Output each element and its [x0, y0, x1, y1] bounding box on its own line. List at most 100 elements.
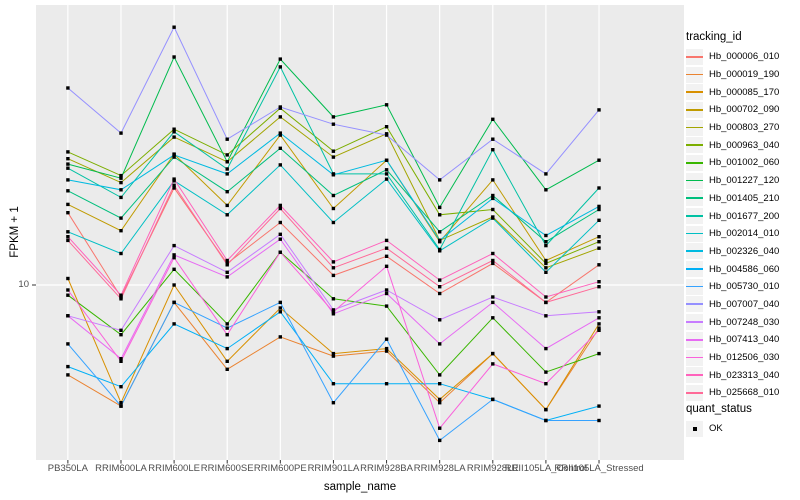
legend-item-Hb_001405_210: Hb_001405_210	[686, 190, 779, 208]
legend-item-label: Hb_001405_210	[709, 192, 780, 204]
data-point	[438, 426, 442, 430]
data-point	[225, 258, 229, 263]
data-point	[172, 155, 176, 159]
data-point	[544, 407, 548, 412]
legend-quant-status: quant_status OK	[686, 403, 752, 438]
data-point	[172, 130, 176, 134]
data-point	[119, 359, 123, 363]
data-point	[119, 295, 123, 299]
data-point	[225, 167, 229, 171]
data-point	[544, 266, 548, 270]
data-point	[172, 283, 176, 287]
data-point	[172, 153, 176, 157]
data-point	[66, 150, 70, 154]
data-point	[278, 65, 282, 69]
legend-key-line	[686, 161, 703, 164]
data-point	[331, 297, 336, 301]
data-point	[278, 237, 282, 241]
legend-key-swatch	[686, 154, 703, 171]
legend-key-line	[686, 303, 703, 306]
legend-key-line	[686, 232, 703, 235]
data-point	[331, 149, 336, 153]
legend-key-swatch	[686, 190, 703, 207]
legend-item-label: Hb_000702_090	[709, 104, 780, 116]
data-point	[544, 295, 548, 299]
x-tick-label-PB350LA: PB350LA	[47, 463, 88, 474]
legend-item-Hb_007413_040: Hb_007413_040	[686, 331, 779, 349]
legend-key-swatch	[686, 261, 703, 278]
data-point	[119, 131, 123, 135]
legend-item-label: Hb_005730_010	[709, 281, 780, 293]
data-point	[278, 146, 282, 150]
data-point	[384, 238, 389, 243]
legend-key-line	[686, 285, 703, 288]
data-point	[225, 367, 229, 371]
data-point	[384, 133, 389, 137]
data-point	[119, 180, 123, 185]
ok-point-icon	[692, 426, 697, 431]
data-point	[66, 166, 70, 170]
legend-title-quant-status: quant_status	[686, 403, 752, 415]
legend-item-label: Hb_000085_170	[709, 86, 780, 98]
legend-item-label: Hb_007248_030	[709, 316, 780, 328]
data-point	[491, 196, 495, 201]
data-point	[119, 328, 123, 332]
data-point	[597, 404, 601, 408]
x-tick-label-RRII105LA_Control: RRII105LA_Control	[504, 463, 588, 474]
x-tick-label-RRIM928BA: RRIM928BA	[360, 463, 413, 474]
data-point	[331, 310, 336, 314]
data-point	[278, 133, 282, 137]
x-tick-label-RRIM928LA: RRIM928LA	[413, 463, 466, 474]
data-point	[544, 270, 548, 274]
data-point	[597, 285, 601, 289]
legend-item-label: Hb_007413_040	[709, 334, 780, 346]
data-point	[225, 213, 229, 217]
data-point	[172, 243, 176, 248]
data-point	[544, 346, 548, 351]
data-point	[225, 333, 229, 337]
data-point	[491, 300, 495, 305]
data-point	[66, 157, 70, 161]
legend-key-swatch	[686, 314, 703, 331]
data-point	[438, 397, 442, 402]
data-point	[278, 131, 282, 135]
data-point	[438, 285, 442, 289]
data-point	[491, 362, 495, 366]
data-point	[438, 438, 442, 443]
legend-item-Hb_001227_120: Hb_001227_120	[686, 172, 779, 190]
data-point	[438, 213, 442, 217]
data-point	[491, 117, 495, 121]
data-point	[384, 158, 389, 162]
data-point	[66, 230, 70, 234]
data-point	[544, 261, 548, 266]
data-point	[384, 168, 389, 172]
data-point	[491, 193, 495, 198]
data-point	[66, 293, 70, 297]
legend-key-swatch	[686, 137, 703, 154]
x-tick-label-RRIM600LA: RRIM600LA	[95, 463, 147, 474]
data-point	[66, 86, 70, 90]
legend-item-label: Hb_001227_120	[709, 175, 780, 187]
data-point	[491, 137, 495, 141]
data-point	[384, 349, 389, 353]
data-point	[278, 163, 282, 167]
data-point	[66, 202, 70, 207]
data-point	[278, 206, 282, 211]
legend-item-Hb_000019_190: Hb_000019_190	[686, 66, 779, 84]
data-point	[225, 190, 229, 194]
legend-key-swatch	[686, 331, 703, 348]
legend-key-swatch	[686, 66, 703, 83]
data-point	[119, 173, 123, 178]
legend-item-label: OK	[709, 423, 723, 435]
data-point	[438, 291, 442, 296]
data-point	[278, 57, 282, 61]
x-tick-label-RRIM901LA: RRIM901LA	[307, 463, 360, 474]
data-point	[278, 335, 282, 339]
data-point	[331, 260, 336, 264]
data-point	[278, 115, 282, 119]
x-tick-label-RRIM600PE: RRIM600PE	[253, 463, 307, 474]
data-point	[491, 261, 495, 266]
data-point	[172, 256, 176, 260]
data-point	[331, 155, 336, 159]
